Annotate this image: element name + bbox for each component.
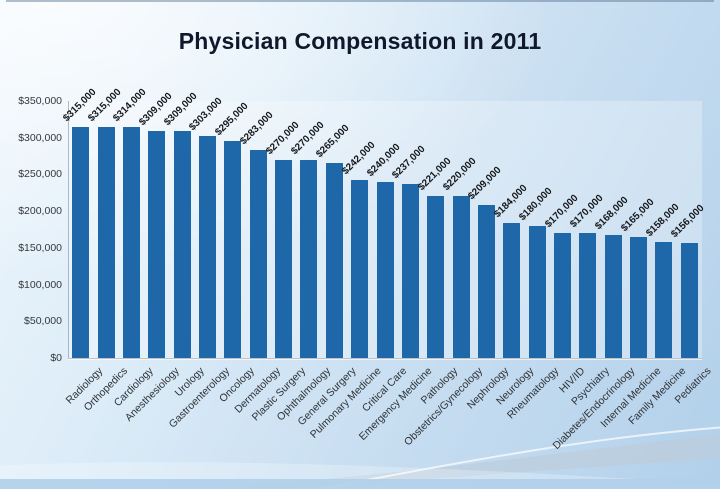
bar: [604, 234, 622, 358]
bar: [579, 233, 597, 358]
chart-title: Physician Compensation in 2011: [178, 28, 542, 54]
bar: [351, 180, 369, 358]
bottom-strip: [0, 479, 720, 489]
bar: [452, 196, 470, 358]
bar: [275, 159, 293, 358]
bar: [97, 126, 115, 358]
bar: [376, 181, 394, 358]
y-tick-label: $250,000: [18, 168, 62, 181]
bar: [300, 159, 318, 358]
swoosh-line-white: [319, 426, 720, 489]
bar: [630, 236, 648, 358]
y-tick-label: $200,000: [18, 205, 62, 218]
top-edge-strip: [6, 0, 714, 2]
bar: [325, 163, 343, 358]
bar: [249, 150, 267, 358]
bar: [401, 183, 419, 358]
bar: [148, 131, 166, 358]
y-axis-line: [68, 101, 69, 358]
y-tick-label: $150,000: [18, 241, 62, 254]
y-tick-label: $100,000: [18, 278, 62, 291]
bar: [680, 243, 698, 358]
x-axis-line: [68, 358, 702, 359]
bar: [72, 126, 90, 358]
bar: [173, 131, 191, 358]
bar: [198, 135, 216, 358]
y-tick-label: $50,000: [24, 315, 62, 328]
swoosh-band-gray: [210, 434, 720, 489]
bar: [224, 141, 242, 358]
bar: [477, 204, 495, 358]
bar: [554, 233, 572, 358]
y-tick-label: $300,000: [18, 131, 62, 144]
bar: [655, 241, 673, 358]
y-tick-label: $0: [50, 352, 62, 364]
bar: [427, 195, 445, 358]
bar: [503, 222, 521, 358]
bar: [122, 127, 140, 358]
bar: [528, 225, 546, 358]
y-tick-label: $350,000: [18, 95, 62, 107]
